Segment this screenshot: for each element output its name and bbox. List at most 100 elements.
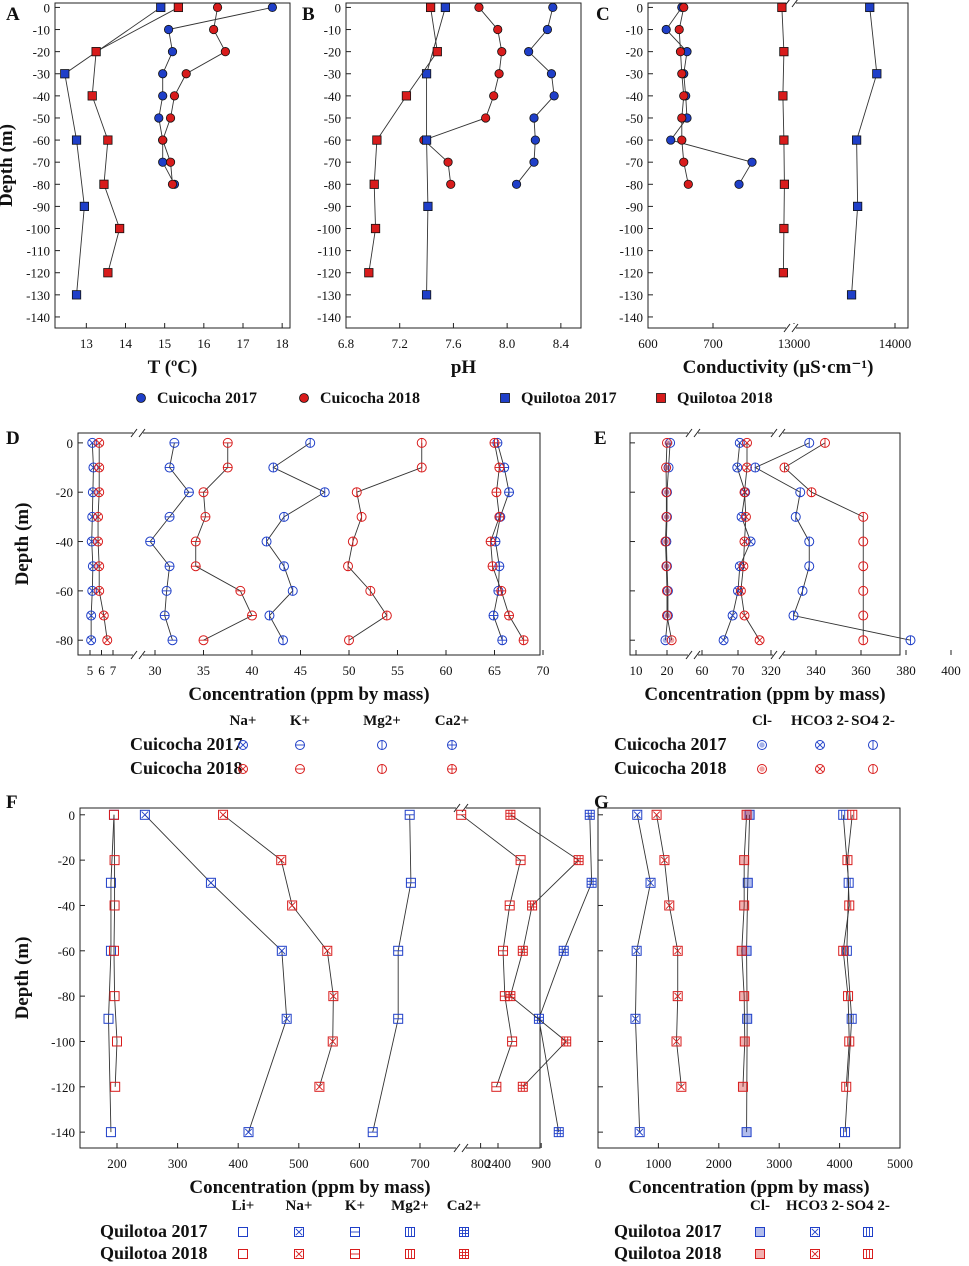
data-point (858, 511, 869, 522)
data-point (737, 1081, 748, 1092)
legend-header: Mg2+ (363, 713, 401, 729)
y-tick-label: -60 (626, 133, 643, 148)
data-point (459, 1227, 469, 1237)
x-axis-label: pH (451, 357, 477, 378)
legend-row-label: Cuicocha 2018 (614, 758, 727, 778)
data-point (238, 1249, 248, 1259)
data-point (181, 69, 191, 79)
x-tick-label: 500 (289, 1156, 309, 1171)
data-point (474, 2, 484, 13)
data-point (677, 113, 687, 123)
data-point (294, 1249, 304, 1259)
panel-F: 0 -20 -40 -60 -80 -100 -120 -140 200 300 400 500 600… (6, 792, 597, 1198)
x-tick-label: 380 (896, 663, 916, 678)
data-point (276, 855, 287, 866)
data-point (795, 487, 806, 498)
data-point (518, 635, 529, 646)
axis-break-gap (773, 429, 783, 437)
axis-break-gap (456, 804, 466, 812)
data-point (586, 877, 597, 888)
data-point (661, 561, 672, 572)
data-point (93, 511, 104, 522)
data-point (846, 1013, 857, 1024)
data-point (108, 809, 119, 820)
data-point (517, 1081, 528, 1092)
data-point (727, 610, 738, 621)
data-point (672, 945, 683, 956)
y-axis-label: Depth (m) (12, 937, 33, 1020)
data-point (645, 877, 656, 888)
data-point (238, 740, 248, 750)
y-tick-label: -10 (324, 23, 341, 38)
data-point (299, 393, 309, 403)
data-point (136, 393, 146, 403)
axis-break-mark (791, 323, 799, 333)
data-point (276, 945, 287, 956)
x-tick-label: 70 (537, 663, 550, 678)
y-tick-label: -10 (626, 23, 643, 38)
data-point (662, 585, 672, 596)
data-point (87, 437, 98, 448)
data-point (279, 511, 290, 522)
data-point (496, 585, 507, 596)
data-point (247, 610, 257, 621)
data-point (156, 2, 166, 13)
legend-row-label: Quilotoa 2018 (614, 1243, 722, 1263)
y-tick-label: -120 (26, 266, 50, 281)
data-point (529, 157, 539, 167)
data-point (504, 487, 515, 498)
data-point (205, 877, 216, 888)
x-tick-label: 300 (168, 1156, 188, 1171)
x-tick-label: 700 (410, 1156, 430, 1171)
data-point (294, 1227, 304, 1237)
y-tick-label: -90 (33, 199, 50, 214)
series-line (664, 442, 673, 641)
data-point (863, 1227, 873, 1237)
data-point (905, 635, 916, 646)
data-point (487, 561, 498, 572)
data-point (493, 24, 503, 35)
data-point (735, 585, 746, 596)
data-point (87, 585, 98, 596)
data-point (757, 740, 767, 750)
data-point (103, 1013, 114, 1024)
panel-letter: C (596, 4, 610, 25)
data-point (287, 900, 298, 911)
axis-break-gap (133, 651, 143, 659)
legend-header: HCO3 2- (786, 1198, 844, 1214)
y-tick-label: -110 (27, 244, 50, 259)
data-point (679, 91, 689, 101)
data-point (806, 487, 817, 498)
data-point (314, 1081, 325, 1092)
x-tick-label: 200 (107, 1156, 127, 1171)
data-point (158, 157, 168, 167)
data-point (405, 877, 416, 888)
legend-row-label: Quilotoa 2017 (100, 1221, 208, 1241)
data-point (498, 945, 509, 956)
data-point (674, 24, 684, 35)
data-point (281, 1013, 292, 1024)
x-tick-label: 16 (197, 336, 211, 351)
data-point (778, 268, 788, 278)
data-point (683, 179, 693, 189)
data-point (405, 1227, 415, 1237)
data-point (842, 855, 853, 866)
data-point (350, 1249, 360, 1259)
x-tick-label: 400 (941, 663, 961, 678)
data-point (102, 635, 113, 646)
data-point (86, 635, 97, 646)
data-point (343, 561, 354, 572)
data-point (103, 135, 113, 145)
y-tick-label: -140 (619, 310, 643, 325)
legend-header: Na+ (230, 713, 257, 729)
data-point (264, 610, 275, 621)
data-point (790, 511, 801, 522)
data-point (858, 610, 869, 621)
x-tick-label: 6 (98, 663, 105, 678)
data-point (548, 2, 558, 13)
series-line (509, 814, 580, 1088)
data-point (736, 945, 747, 956)
data-point (679, 2, 689, 13)
data-point (844, 900, 855, 911)
x-tick-label: 2000 (706, 1156, 732, 1171)
